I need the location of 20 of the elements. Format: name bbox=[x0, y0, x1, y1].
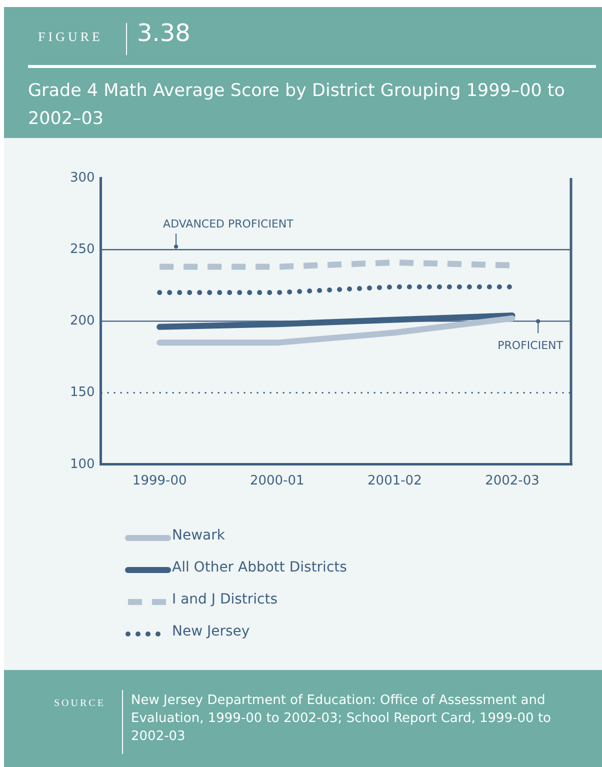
text: FIGURE bbox=[38, 29, 103, 45]
text: SOURCE bbox=[54, 698, 106, 709]
y-tick-label: 100 bbox=[70, 456, 95, 472]
legend-label: I and J Districts bbox=[172, 592, 278, 608]
y-tick-label: 300 bbox=[70, 170, 95, 186]
legend-label: All Other Abbott Districts bbox=[172, 560, 347, 576]
text: New Jersey Department of Education: Office of Assessment and Evaluation, 1999-00 to 2002-03; School Report Card, 1999-00 to 2002-03 bbox=[131, 692, 552, 746]
x-tick-label: 2000-01 bbox=[250, 474, 304, 489]
y-tick-label: 250 bbox=[70, 242, 95, 257]
ref-line-label: ADVANCED PROFICIENT bbox=[163, 218, 294, 231]
x-tick-label: 1999-00 bbox=[132, 474, 187, 489]
y-tick-label: 200 bbox=[70, 314, 95, 329]
chart-title: Grade 4 Math Average Score by District Grouping 1999–00 to 2002–03 bbox=[28, 80, 566, 131]
x-tick-label: 2002-03 bbox=[485, 474, 540, 489]
ref-line-label: PROFICIENT bbox=[498, 339, 564, 352]
legend-label: New Jersey bbox=[172, 624, 250, 640]
y-tick-label: 150 bbox=[70, 385, 95, 400]
text: 3.38 bbox=[137, 19, 190, 47]
legend-label: Newark bbox=[172, 528, 226, 544]
x-tick-label: 2001-02 bbox=[368, 474, 422, 489]
